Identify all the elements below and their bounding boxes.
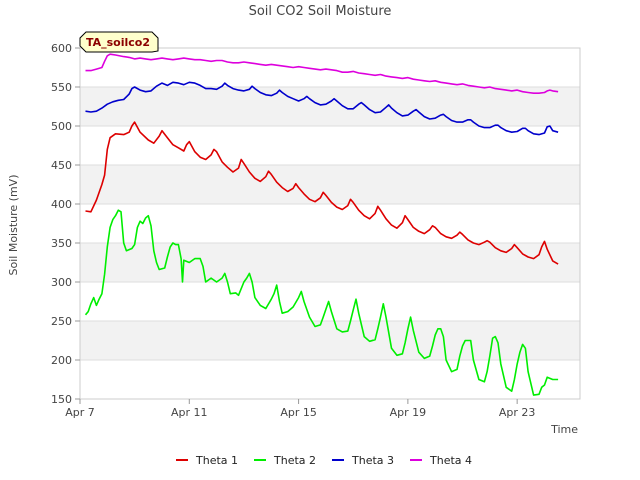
series-layer (84, 53, 559, 396)
background-band (80, 282, 580, 321)
legend-label: Theta 3 (351, 454, 394, 467)
series-line-theta-4 (85, 53, 559, 94)
y-tick-label: 550 (51, 81, 72, 94)
series-line-theta-2 (84, 209, 559, 396)
legend-label: Theta 2 (273, 454, 316, 467)
y-tick-label: 150 (51, 393, 72, 406)
y-axis-label: Soil Moisture (mV) (7, 175, 20, 276)
x-tick-label: Apr 11 (171, 406, 208, 419)
x-tick-label: Apr 7 (65, 406, 95, 419)
y-tick-label: 300 (51, 276, 72, 289)
plot-background-bands (80, 48, 580, 399)
legend: Theta 1 Theta 2 Theta 3 Theta 4 (176, 454, 472, 467)
y-tick-label: 600 (51, 42, 72, 55)
background-band (80, 360, 580, 399)
y-tick-label: 250 (51, 315, 72, 328)
background-band (80, 48, 580, 87)
y-axis-ticks: 150 200 250 300 350 400 450 500 550 600 (51, 42, 80, 406)
x-tick-label: Apr 19 (390, 406, 427, 419)
y-tick-label: 450 (51, 159, 72, 172)
legend-label: Theta 1 (195, 454, 238, 467)
background-band (80, 87, 580, 126)
background-band (80, 321, 580, 360)
site-badge: TA_soilco2 (79, 31, 159, 53)
x-tick-label: Apr 23 (499, 406, 536, 419)
x-axis-label: Time (550, 423, 578, 436)
y-tick-label: 500 (51, 120, 72, 133)
series-line-theta-3 (85, 81, 559, 136)
background-band (80, 243, 580, 282)
x-axis-ticks: Apr 7 Apr 11 Apr 15 Apr 19 Apr 23 (65, 399, 535, 419)
background-band (80, 165, 580, 204)
chart-title: Soil CO2 Soil Moisture (249, 4, 392, 19)
background-band (80, 204, 580, 243)
y-tick-label: 200 (51, 354, 72, 367)
series-line-theta-1 (85, 121, 559, 265)
x-tick-label: Apr 15 (280, 406, 317, 419)
y-tick-label: 350 (51, 237, 72, 250)
plot-frame (79, 47, 581, 400)
site-badge-label: TA_soilco2 (86, 36, 150, 49)
y-tick-label: 400 (51, 198, 72, 211)
site-badge-shape (79, 31, 159, 53)
background-band (80, 126, 580, 165)
legend-label: Theta 4 (429, 454, 472, 467)
